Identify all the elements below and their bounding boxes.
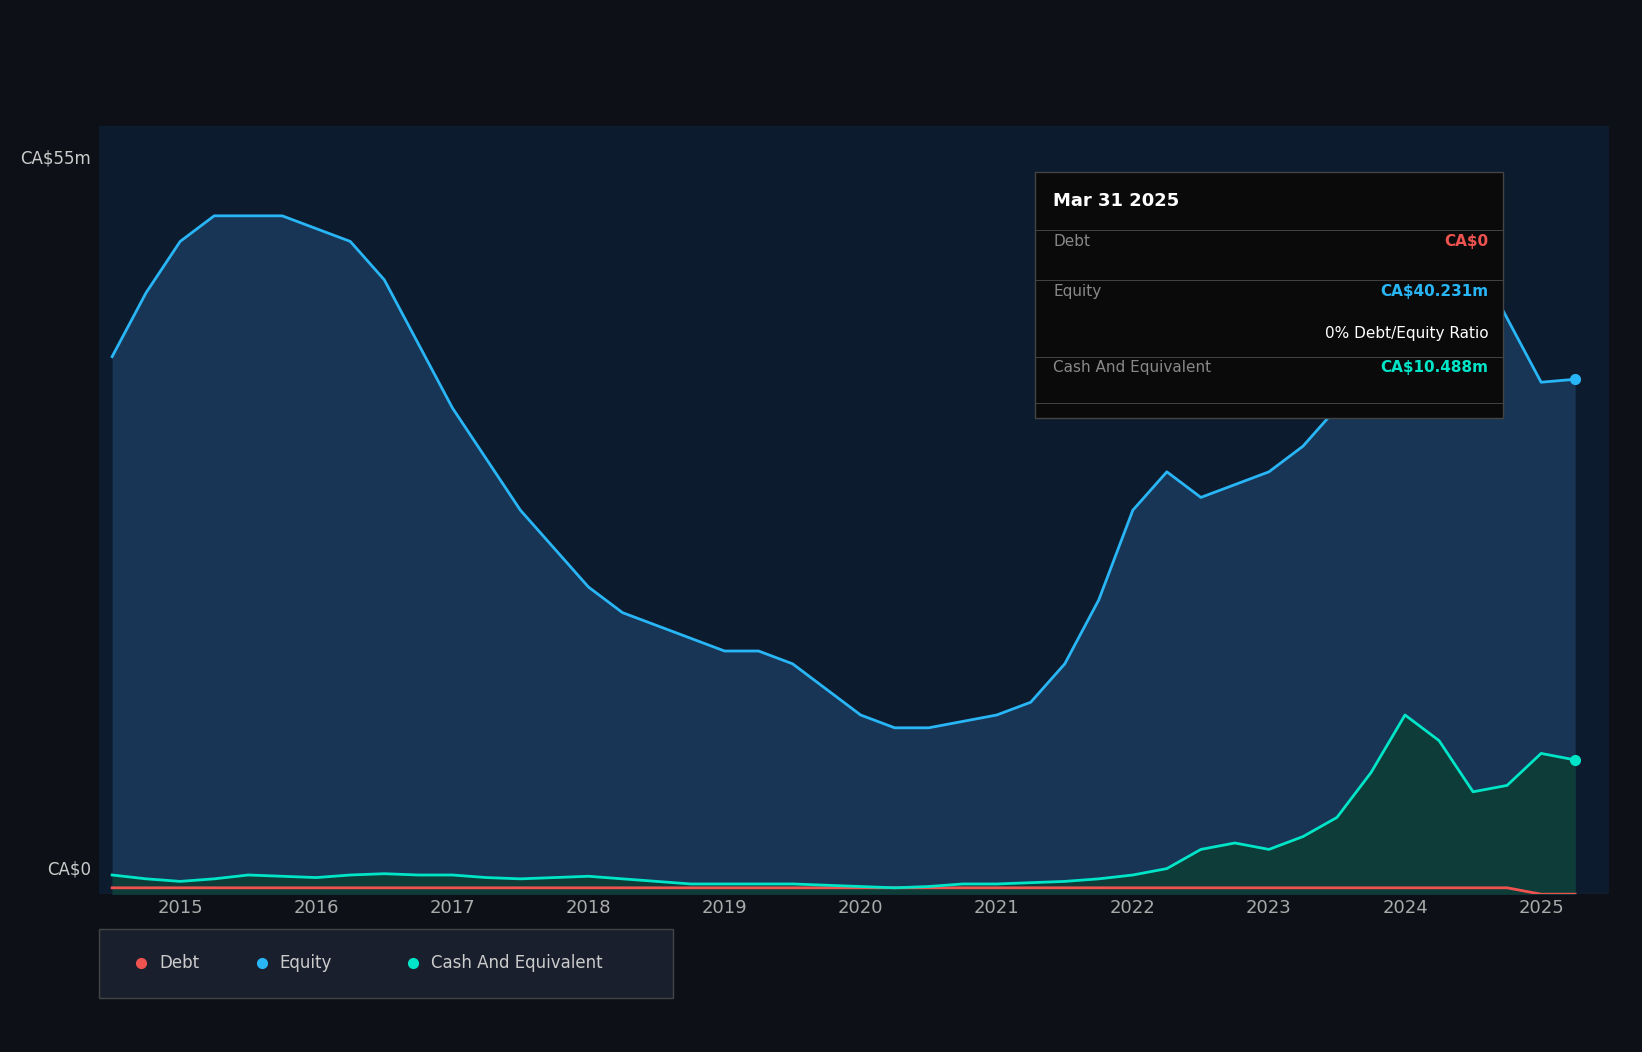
Text: CA$40.231m: CA$40.231m xyxy=(1381,284,1488,299)
Text: 0% Debt/Equity Ratio: 0% Debt/Equity Ratio xyxy=(1325,326,1488,341)
Text: Equity: Equity xyxy=(279,954,332,972)
Text: CA$10.488m: CA$10.488m xyxy=(1381,361,1488,376)
Text: CA$55m: CA$55m xyxy=(20,149,90,167)
Text: Debt: Debt xyxy=(1053,234,1090,248)
Text: Equity: Equity xyxy=(1053,284,1102,299)
FancyBboxPatch shape xyxy=(99,929,673,998)
Text: Cash And Equivalent: Cash And Equivalent xyxy=(430,954,603,972)
Text: Cash And Equivalent: Cash And Equivalent xyxy=(1053,361,1212,376)
Text: Debt: Debt xyxy=(159,954,199,972)
FancyBboxPatch shape xyxy=(1034,173,1504,418)
Text: CA$0: CA$0 xyxy=(1445,234,1488,248)
Text: CA$0: CA$0 xyxy=(48,861,90,878)
Text: Mar 31 2025: Mar 31 2025 xyxy=(1053,191,1179,209)
